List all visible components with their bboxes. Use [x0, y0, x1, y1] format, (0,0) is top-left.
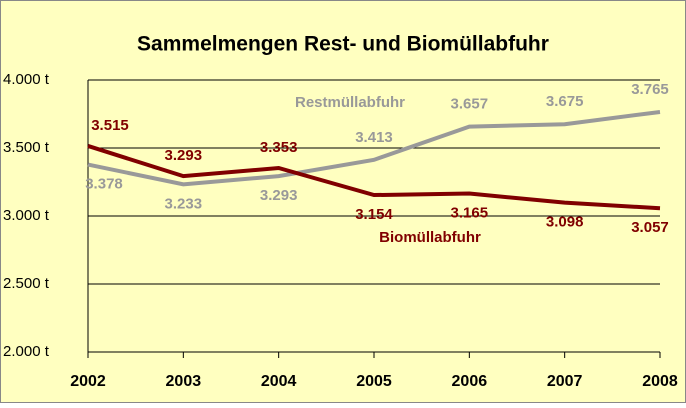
y-tick-label: 3.000 t: [3, 207, 50, 224]
data-label: 3.165: [451, 205, 489, 222]
x-tick-label: 2006: [452, 373, 488, 390]
data-label: 3.057: [631, 219, 669, 236]
y-tick-label: 2.000 t: [3, 343, 50, 360]
data-label: 3.657: [451, 96, 489, 113]
x-tick-label: 2007: [547, 373, 583, 390]
y-tick-label: 2.500 t: [3, 275, 50, 292]
x-tick-label: 2003: [166, 373, 202, 390]
x-tick-label: 2005: [356, 373, 392, 390]
chart-title: Sammelmengen Rest- und Biomüllabfuhr: [137, 33, 549, 56]
x-tick-label: 2004: [261, 373, 297, 390]
x-tick-label: 2008: [642, 373, 678, 390]
data-label: 3.353: [260, 139, 298, 156]
data-label: 3.765: [631, 81, 669, 98]
data-label: 3.293: [165, 147, 203, 164]
data-label: 3.378: [85, 176, 123, 193]
data-label: 3.515: [91, 117, 129, 134]
data-label: 3.098: [546, 214, 584, 231]
data-label: 3.154: [355, 206, 393, 223]
data-label: 3.233: [165, 195, 203, 212]
data-label: 3.413: [355, 129, 393, 146]
line: [87, 109, 661, 187]
y-tick-label: 3.500 t: [3, 139, 50, 156]
series-label: Restmüllabfuhr: [295, 94, 405, 111]
data-label: 3.675: [546, 93, 584, 110]
x-tick-label: 2002: [70, 373, 106, 390]
y-tick-label: 4.000 t: [3, 71, 50, 88]
series-label: Biomüllabfuhr: [379, 229, 481, 246]
line: [87, 144, 661, 211]
data-label: 3.293: [260, 187, 298, 204]
